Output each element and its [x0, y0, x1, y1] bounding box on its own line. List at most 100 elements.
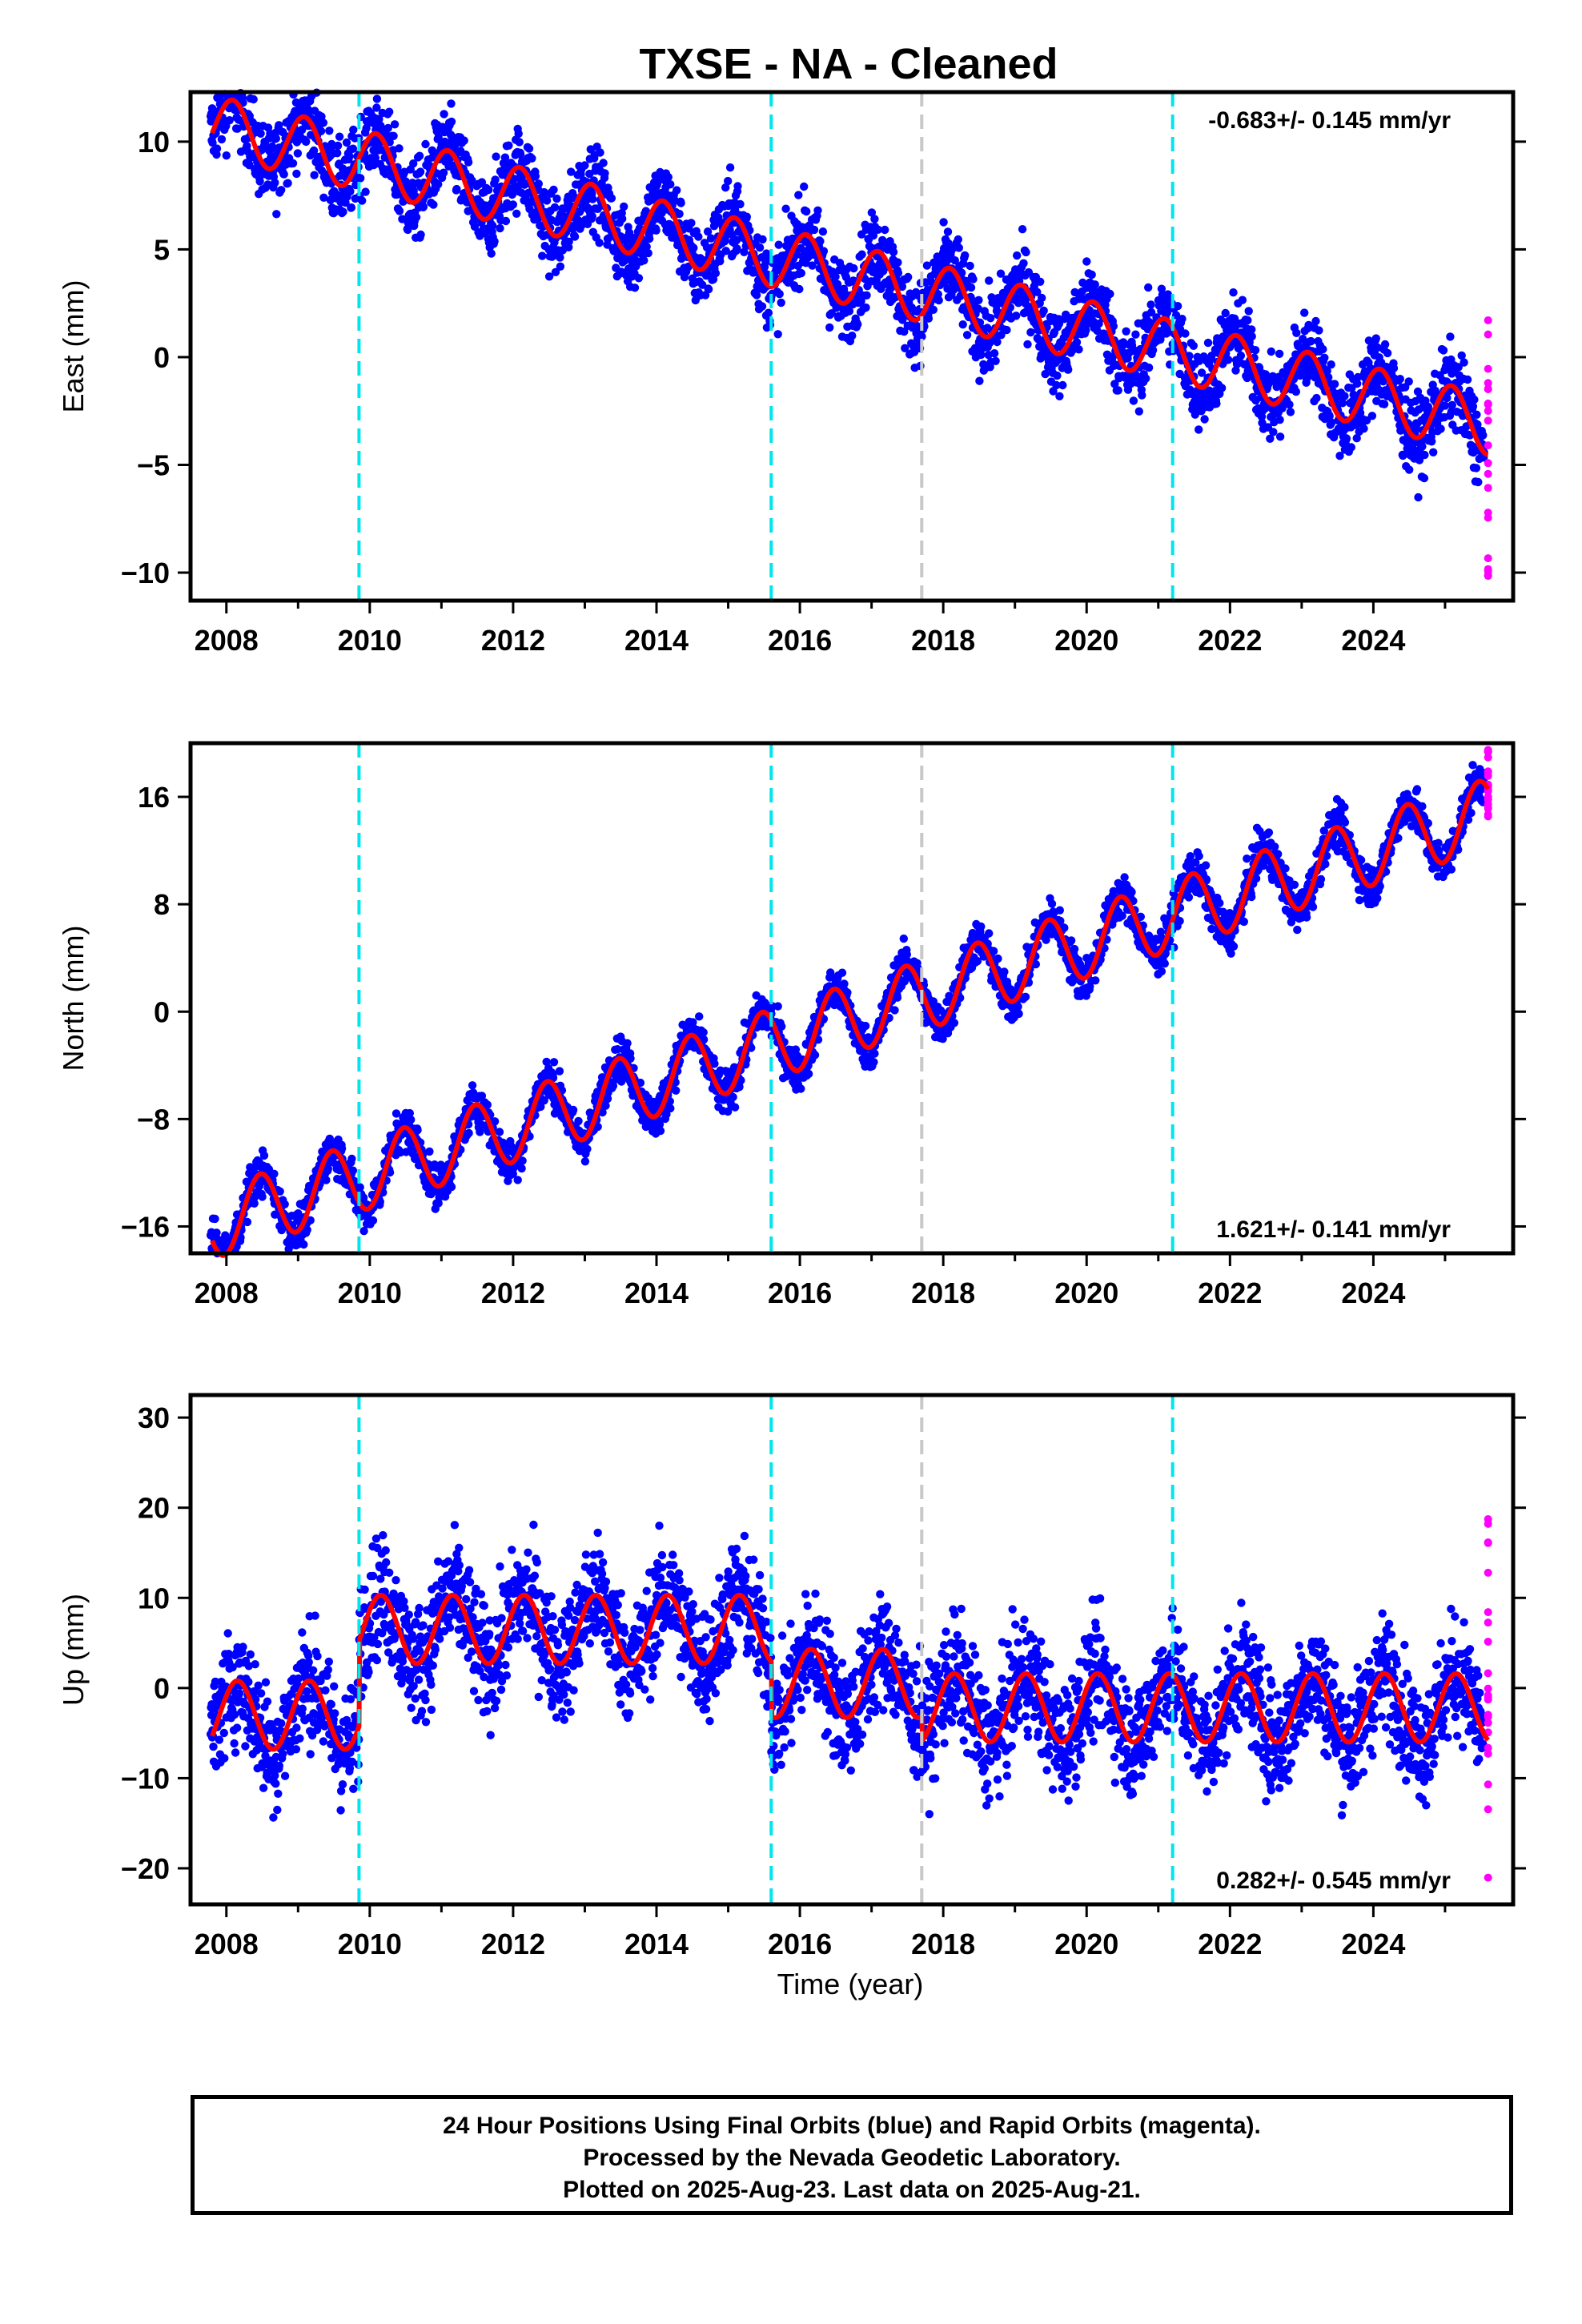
final-point [310, 171, 319, 179]
final-point [644, 248, 652, 258]
final-point [1236, 351, 1246, 360]
final-point [733, 244, 741, 253]
rapid-point [1484, 441, 1492, 450]
x-tick-label: 2012 [481, 624, 545, 657]
final-point [634, 274, 644, 283]
final-point [1036, 277, 1045, 286]
final-point [256, 129, 265, 138]
final-point [742, 212, 751, 221]
final-point [512, 209, 521, 218]
final-point [1087, 270, 1096, 279]
final-point [1026, 328, 1035, 337]
final-point [630, 283, 640, 292]
final-point [795, 284, 804, 294]
final-point [277, 186, 286, 195]
final-point [1138, 391, 1146, 400]
final-point [1229, 288, 1238, 297]
final-point [270, 1169, 279, 1179]
final-point [327, 139, 336, 149]
final-point [1472, 410, 1481, 419]
final-point [1223, 356, 1233, 364]
x-tick-label: 2024 [1341, 624, 1405, 657]
final-point [292, 169, 301, 179]
final-point [317, 112, 326, 121]
final-point [881, 225, 889, 235]
final-point [773, 330, 782, 339]
final-point [818, 227, 828, 236]
final-point [549, 1058, 559, 1067]
final-point [645, 234, 654, 243]
final-point [243, 1217, 252, 1227]
final-point [356, 174, 365, 183]
final-point [1342, 434, 1351, 443]
final-point [415, 151, 424, 160]
final-point [342, 138, 351, 147]
final-point [333, 141, 343, 151]
final-point [1278, 404, 1287, 412]
final-point [504, 141, 513, 150]
final-point [395, 144, 404, 153]
final-point [212, 144, 222, 153]
final-point [1039, 306, 1048, 316]
final-point [1367, 412, 1377, 420]
final-point [580, 1157, 590, 1166]
final-point [358, 196, 367, 205]
final-point [1053, 371, 1062, 380]
final-point [345, 152, 354, 161]
final-point [969, 275, 978, 283]
final-point [552, 194, 561, 203]
panel-1: 2008 2010 2012 2014 2016 2018 2020 2022 20241680… [57, 741, 1526, 1309]
final-point [813, 206, 822, 215]
final-point [985, 276, 994, 285]
final-point [1275, 416, 1284, 424]
final-point [1064, 365, 1073, 374]
final-point [1038, 293, 1046, 303]
final-point [986, 314, 995, 323]
final-point [372, 94, 382, 103]
final-point [361, 187, 370, 196]
final-point [599, 159, 608, 167]
final-point [677, 199, 685, 207]
final-point [574, 1116, 583, 1126]
final-point [804, 1069, 813, 1079]
final-point [1383, 348, 1392, 358]
final-point [975, 376, 984, 385]
final-point [1405, 465, 1414, 474]
final-point [1340, 392, 1349, 400]
rate-label: -0.683+/- 0.145 mm/yr [1208, 107, 1451, 134]
final-point [939, 218, 948, 227]
final-point [781, 204, 790, 213]
final-point [347, 203, 356, 212]
final-point [368, 1216, 378, 1225]
final-point [1058, 380, 1067, 390]
final-point [492, 152, 500, 161]
final-point [736, 199, 745, 209]
x-tick-label: 2020 [1054, 624, 1118, 657]
final-point [319, 193, 328, 202]
final-point [483, 1100, 492, 1109]
final-point [222, 151, 231, 160]
final-point [1221, 308, 1230, 318]
final-point [775, 289, 784, 299]
final-point [929, 305, 938, 314]
final-point [1380, 340, 1390, 349]
rapid-point [1484, 330, 1492, 339]
final-point [1144, 363, 1154, 372]
final-point [568, 1105, 578, 1115]
final-point [809, 225, 819, 235]
final-point [217, 135, 227, 144]
final-point [729, 1092, 737, 1102]
final-point [319, 119, 328, 127]
final-point [757, 302, 767, 311]
final-point [1072, 338, 1082, 347]
final-point [211, 1214, 219, 1224]
final-point [299, 1240, 308, 1249]
rapid-point [1484, 416, 1492, 425]
final-point [325, 127, 334, 135]
final-point [1218, 384, 1227, 392]
final-point [849, 263, 858, 273]
final-point [724, 176, 733, 186]
final-point [347, 1154, 356, 1164]
final-point [1285, 400, 1294, 409]
final-point [794, 191, 803, 199]
